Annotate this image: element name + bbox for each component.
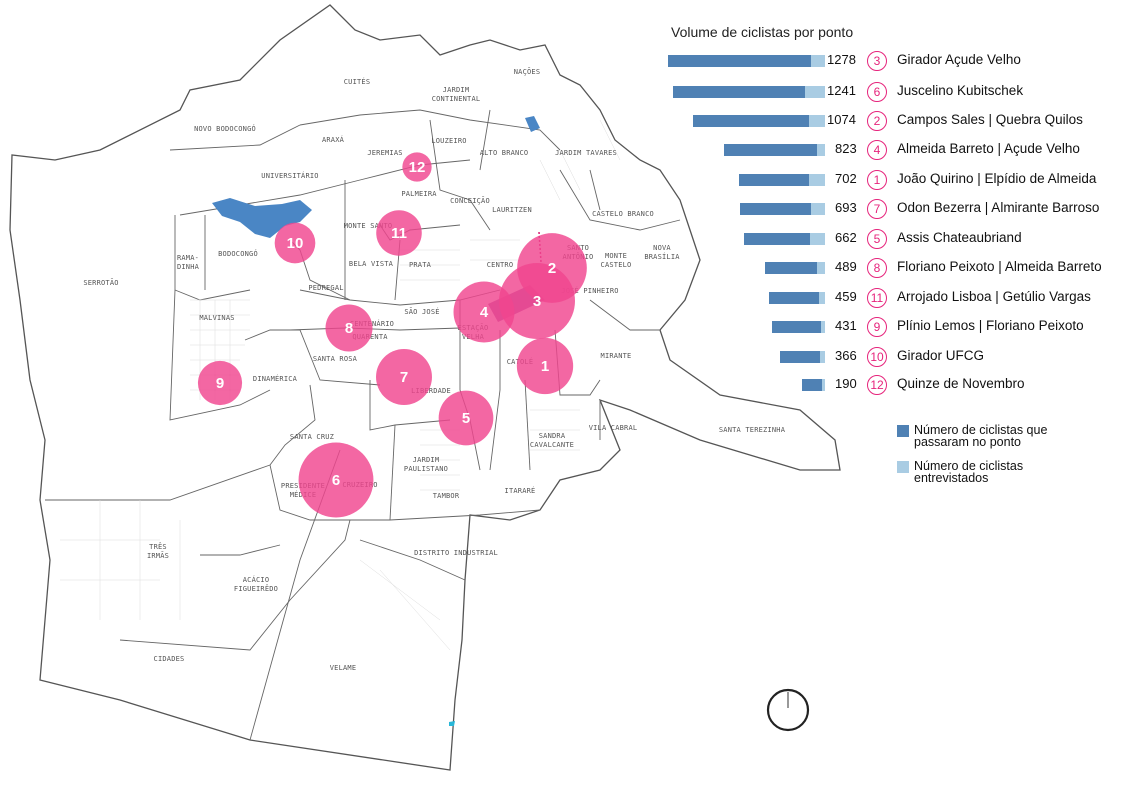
count-point-circle (453, 281, 515, 343)
neighborhood-label: LAURITZEN (492, 206, 532, 214)
neighborhood-label: SANTA TEREZINHA (719, 426, 786, 434)
count-point-number: 12 (409, 159, 426, 176)
count-point-number: 7 (400, 369, 408, 386)
neighborhood-label: LOUZEIRO (431, 137, 466, 145)
count-point-circle (325, 304, 373, 352)
neighborhood-label: TRÊS IRMÃS (147, 542, 169, 560)
neighborhood-label: JEREMIAS (367, 149, 402, 157)
neighborhood-label: JARDIM TAVARES (555, 149, 617, 157)
count-point-number: 4 (480, 304, 489, 321)
count-point-number: 5 (462, 410, 470, 427)
neighborhood-label: PRATA (409, 261, 432, 269)
neighborhood-label: PEDREGAL (308, 284, 343, 292)
neighborhood-label: MONTE CASTELO (601, 252, 632, 269)
neighborhood-label: BODOCONGÓ (218, 249, 258, 258)
bodocongo-reservoir (212, 198, 312, 238)
count-point-circle (376, 349, 432, 405)
count-point-number: 9 (216, 375, 224, 392)
street-grid (60, 119, 621, 651)
count-point-circle (376, 210, 422, 256)
neighborhood-label: CONCEIÇÃO (450, 196, 490, 205)
count-point-number: 6 (332, 472, 340, 489)
small-pond (449, 721, 455, 726)
count-point-circle (274, 222, 316, 264)
count-point-circle (298, 442, 374, 518)
northern-reservoir (525, 116, 540, 132)
neighborhood-label: ITARARÉ (505, 486, 536, 495)
neighborhood-label: JARDIM CONTINENTAL (432, 86, 481, 103)
neighborhood-label: SERROTÃO (83, 278, 118, 287)
count-point-number: 1 (541, 358, 549, 375)
count-point-circle (517, 233, 587, 303)
neighborhood-label: MONTE SANTO (344, 222, 393, 230)
neighborhood-label: TAMBOR (433, 492, 460, 500)
neighborhood-label: MIRANTE (601, 352, 632, 360)
neighborhood-label: SANDRA CAVALCANTE (530, 432, 574, 449)
count-point-circle (402, 152, 432, 182)
neighborhood-label: SANTA CRUZ (290, 433, 334, 441)
neighborhood-label: NAÇÕES (514, 67, 541, 76)
neighborhood-label: NOVA BRASÍLIA (644, 244, 680, 261)
neighborhood-label: JOSÉ PINHEIRO (561, 286, 618, 295)
neighborhood-label: LIBERDADE (411, 387, 451, 395)
count-point-number: 11 (391, 225, 407, 242)
neighborhood-label: VELAME (330, 664, 357, 672)
count-point-number: 3 (533, 293, 541, 310)
neighborhood-label: SANTA ROSA (313, 355, 358, 363)
neighborhood-label: RAMA-DINHA (177, 254, 200, 271)
count-point-circle (197, 360, 243, 406)
neighborhood-label: BELA VISTA (349, 260, 394, 268)
count-point-circle (516, 337, 574, 395)
neighborhood-label: CENTRO (487, 261, 514, 269)
count-point-number: 2 (548, 260, 556, 277)
neighborhood-label: ARAXÁ (322, 135, 345, 144)
north-arrow-icon (766, 688, 810, 732)
neighborhood-label: JARDIM PAULISTANO (404, 456, 448, 473)
neighborhood-label: ACÁCIO FIGUEIRÊDO (234, 575, 278, 593)
neighborhood-label: CUITÉS (344, 77, 371, 86)
count-point-number: 10 (287, 235, 304, 252)
neighborhood-label: DISTRITO INDUSTRIAL (414, 549, 498, 557)
count-point-number: 8 (345, 320, 353, 337)
neighborhood-label: CIDADES (154, 655, 185, 663)
neighborhood-label: UNIVERSITÁRIO (261, 171, 318, 180)
neighborhood-label: VILA CABRAL (589, 424, 638, 432)
neighborhood-label: ALTO BRANCO (480, 149, 529, 157)
neighborhood-label: SÃO JOSÉ (404, 307, 439, 316)
neighborhood-label: PALMEIRA (401, 190, 437, 198)
neighborhood-label: NOVO BODOCONGÓ (194, 124, 256, 133)
neighborhood-label: CASTELO BRANCO (592, 210, 654, 218)
neighborhood-label: DINAMÉRICA (253, 374, 298, 383)
neighborhood-label: MALVINAS (199, 314, 234, 322)
count-point-circle (438, 390, 494, 446)
